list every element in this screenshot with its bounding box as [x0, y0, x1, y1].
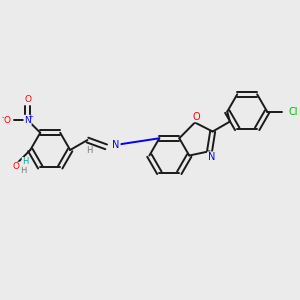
Text: N: N — [208, 152, 215, 162]
Text: H: H — [22, 158, 28, 166]
Text: +: + — [27, 114, 33, 120]
Text: O: O — [3, 116, 10, 124]
Text: N: N — [24, 116, 31, 124]
Text: O: O — [24, 94, 31, 103]
Text: H: H — [20, 167, 26, 176]
Text: N: N — [112, 140, 120, 150]
Text: O: O — [13, 163, 20, 172]
Text: O: O — [13, 163, 20, 172]
Text: -: - — [2, 114, 4, 120]
Text: H: H — [86, 146, 93, 155]
Text: Cl: Cl — [288, 106, 298, 117]
Text: O: O — [192, 112, 200, 122]
